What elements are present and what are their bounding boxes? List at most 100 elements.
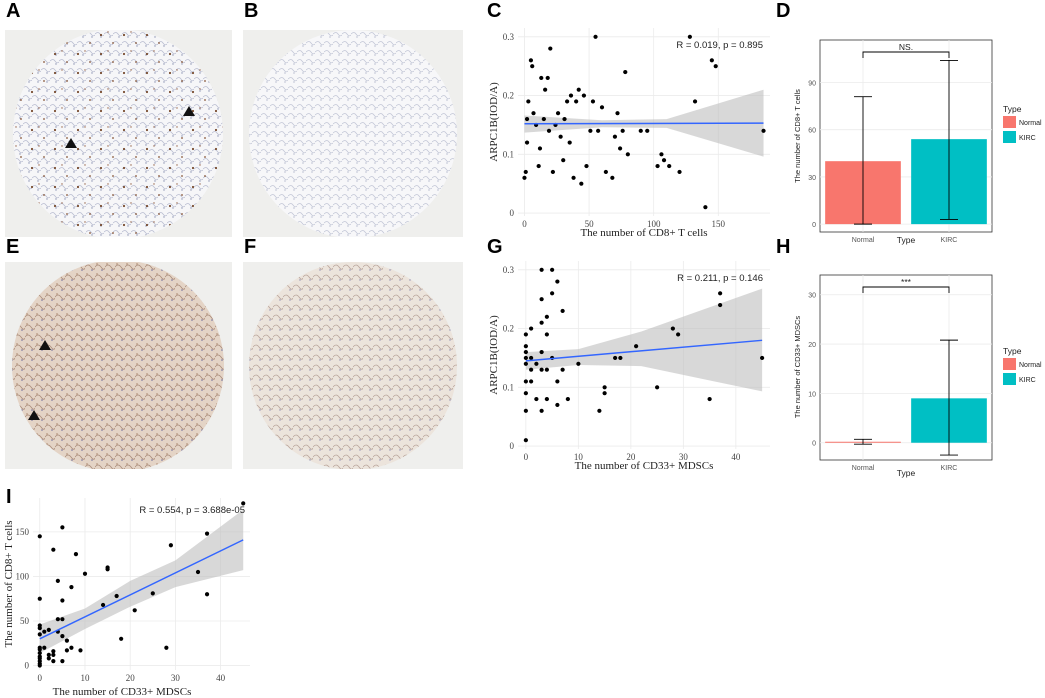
data-point [612,134,618,139]
y-tick-label: 50 [20,616,30,626]
y-tick-label: 30 [808,293,816,300]
data-point [523,361,528,366]
chart-c: 0 50 100 150 0 0.1 0.2 0.3 R = 0.019, p = 0.89… [485,25,775,240]
data-point [655,385,660,390]
data-point [596,128,601,133]
data-point [539,349,544,355]
data-point [576,361,581,366]
panel-label-f: F [244,236,257,258]
x-tick-label: 20 [626,452,636,462]
x-tick-label: 20 [126,673,136,683]
data-point [524,116,530,122]
data-point [625,152,630,157]
data-point [523,349,528,355]
data-point [531,111,536,116]
data-point [539,367,544,372]
data-point [100,602,106,608]
data-point [620,128,625,133]
data-point [37,645,42,650]
data-point [550,291,555,296]
arrowhead-icon [65,138,77,148]
data-point [37,623,42,628]
x-tick-label: 30 [679,452,689,462]
data-point [544,367,549,372]
data-point [676,332,681,337]
data-point [523,391,528,396]
data-point [523,438,528,443]
data-point [60,525,65,530]
legend-label-normal: Normal [1019,120,1042,127]
chart-h: *** Normal KIRC 0 10 20 30 Type The number o… [790,265,1045,480]
data-point [82,571,88,576]
data-point [597,408,602,413]
tissue-image-e [5,262,232,469]
panel-label-d: D [776,0,791,22]
data-point [692,99,698,104]
data-point [760,355,765,361]
x-tick-label: 150 [712,219,726,229]
data-point [544,332,549,337]
panel-label-a: A [6,0,21,22]
data-point [168,543,173,548]
data-point [534,396,539,402]
data-point [42,645,47,650]
legend-swatch-kirc [1003,131,1016,143]
data-point [526,99,531,104]
data-point [576,87,581,92]
data-point [78,648,83,653]
data-point [528,58,534,63]
data-point [561,158,566,163]
data-point [46,652,51,657]
y-tick-label: 0 [812,441,816,448]
panel-label-c: C [487,0,502,22]
data-point [645,128,650,133]
data-point [150,591,155,596]
data-point [550,169,555,175]
correlation-annotation: R = 0.211, p = 0.146 [677,273,763,284]
data-point [204,531,210,536]
data-point [37,596,42,601]
x-tick-label: 0 [522,219,527,229]
y-axis-title: The number of CD8+ T cells [3,520,15,647]
significance-bracket [862,51,950,58]
arrowhead-icon [39,340,51,350]
panel-label-g: G [487,236,503,258]
tissue-image-f [243,262,463,469]
data-point [659,152,664,157]
y-axis-title: The number of CD33+ MDSCs [793,316,802,419]
data-point [195,569,201,575]
data-point [579,181,584,186]
data-point [523,169,528,175]
data-point [537,146,543,151]
data-point [667,163,672,169]
data-point [558,134,563,139]
data-point [536,163,541,169]
data-point [713,64,718,69]
data-point [560,367,565,372]
data-point [51,658,56,664]
significance-label: NS. [899,42,913,52]
data-point [46,656,51,661]
data-point [73,552,79,557]
x-tick-label: KIRC [941,237,958,244]
data-point [709,58,714,63]
data-point [638,128,643,133]
significance-bracket [862,286,950,293]
data-point [523,332,528,337]
data-point [42,629,47,634]
significance-label: *** [901,277,912,287]
data-point [565,99,570,104]
chart-d: NS. Normal KIRC 0 30 60 90 Type The number o… [790,30,1045,245]
x-tick-label: Normal [852,465,875,472]
chart-g: 0 10 20 30 40 0 0.1 0.2 0.3 R = 0.211, p = 0.14… [485,258,775,473]
data-point [593,34,598,39]
x-tick-label: 10 [574,452,584,462]
data-point [567,140,572,145]
legend-title: Type [1003,346,1022,356]
chart-i: 0 10 20 30 40 0 50 100 150 R = 0.554, p = 3.688… [0,495,260,698]
data-point [539,408,544,413]
data-point [602,385,607,390]
data-point [64,638,70,643]
data-point [55,578,60,583]
x-tick-label: 10 [80,673,90,683]
